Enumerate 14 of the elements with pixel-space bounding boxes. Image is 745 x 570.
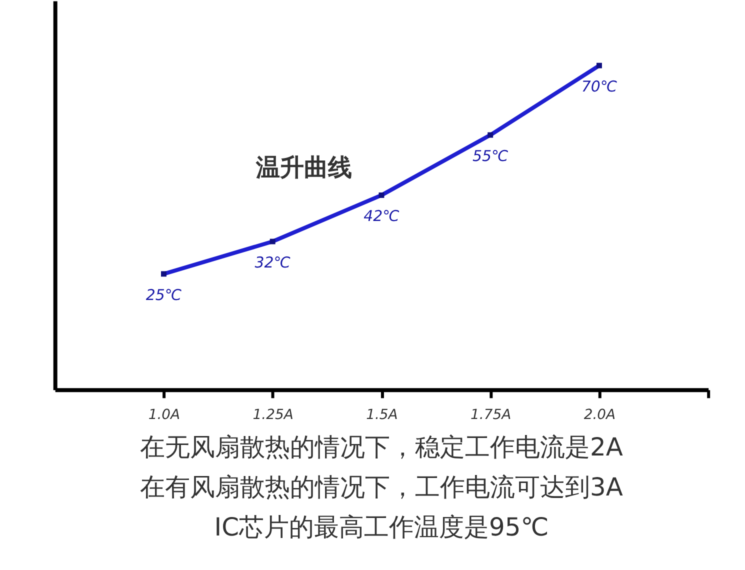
text: 在有风扇散热的情况下，工作电流可达到3A <box>140 472 623 502</box>
x-tick-label: 2.0A <box>584 407 616 424</box>
x-tick-label: 1.0A <box>148 407 180 424</box>
x-tick-label: 1.5A <box>366 407 398 424</box>
text: IC芯片的最高工作温度是95℃ <box>214 512 549 542</box>
x-tick-label: 1.75A <box>470 407 512 424</box>
data-label: 42℃ <box>364 207 400 226</box>
text: 在无风扇散热的情况下，稳定工作电流是2A <box>140 432 623 462</box>
data-label: 32℃ <box>254 253 291 272</box>
annotation: 温升曲线 <box>255 153 352 182</box>
x-tick-label: 1.25A <box>252 407 294 424</box>
data-label: 70℃ <box>581 77 618 96</box>
data-label: 55℃ <box>472 146 508 165</box>
data-label: 25℃ <box>146 286 182 304</box>
